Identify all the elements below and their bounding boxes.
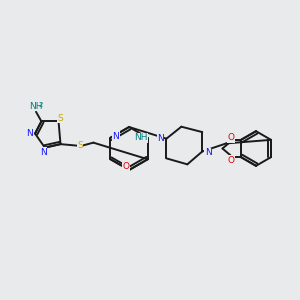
Text: S: S	[57, 114, 63, 123]
Text: N: N	[26, 129, 33, 138]
Text: N: N	[205, 148, 211, 158]
Text: N: N	[157, 134, 164, 143]
Text: O: O	[228, 133, 235, 142]
Text: NH: NH	[29, 102, 42, 111]
Text: O: O	[228, 156, 235, 165]
Text: N: N	[112, 132, 119, 141]
Text: O: O	[123, 162, 130, 171]
Text: S: S	[77, 141, 83, 150]
Text: 2: 2	[38, 102, 42, 108]
Text: N: N	[40, 148, 47, 157]
Text: NH: NH	[134, 133, 148, 142]
